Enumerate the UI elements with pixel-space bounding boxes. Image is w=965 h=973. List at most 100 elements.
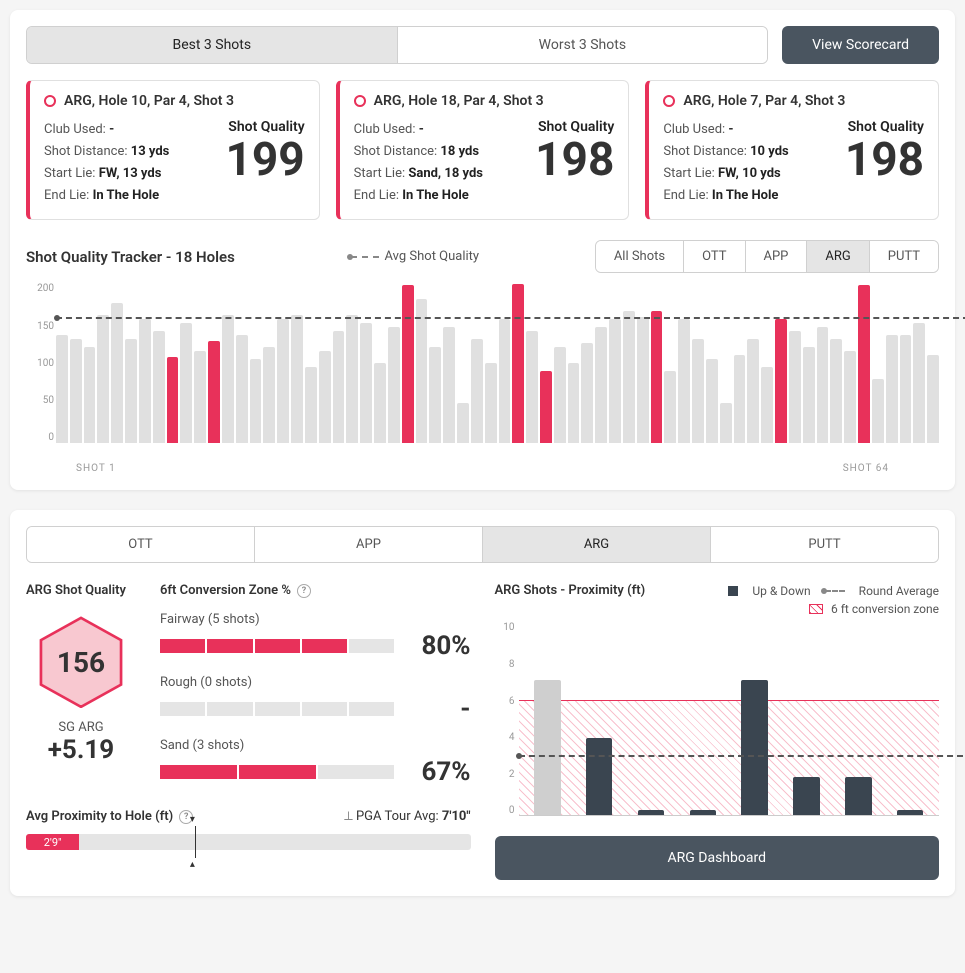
- tracker-bar[interactable]: [734, 355, 746, 443]
- tracker-bar[interactable]: [678, 319, 690, 443]
- proximity-bar-item[interactable]: [741, 680, 767, 815]
- tracker-bar[interactable]: [153, 331, 165, 443]
- tracker-bar[interactable]: [263, 347, 275, 443]
- tracker-bar[interactable]: [595, 327, 607, 443]
- help-icon[interactable]: ?: [297, 584, 311, 598]
- tracker-bar[interactable]: [747, 339, 759, 443]
- shot-quality-value: 198: [535, 135, 614, 186]
- shot-card[interactable]: ARG, Hole 18, Par 4, Shot 3 Club Used: -…: [336, 80, 630, 220]
- tracker-tab-putt[interactable]: PUTT: [869, 241, 938, 272]
- tracker-tab-ott[interactable]: OTT: [683, 241, 744, 272]
- tracker-bar[interactable]: [499, 319, 511, 443]
- tracker-bar[interactable]: [927, 355, 939, 443]
- tracker-bar[interactable]: [111, 303, 123, 443]
- tracker-bar[interactable]: [886, 335, 898, 443]
- tracker-bar[interactable]: [913, 323, 925, 443]
- shot-card[interactable]: ARG, Hole 7, Par 4, Shot 3 Club Used: - …: [645, 80, 939, 220]
- tracker-bar[interactable]: [222, 315, 234, 443]
- tracker-tab-all-shots[interactable]: All Shots: [596, 241, 683, 272]
- tracker-bar[interactable]: [277, 319, 289, 443]
- proximity-bar-item[interactable]: [638, 810, 664, 816]
- tracker-bar[interactable]: [429, 347, 441, 443]
- avg-shot-quality-legend: Avg Shot Quality: [351, 249, 480, 264]
- tracker-bar[interactable]: [250, 359, 262, 443]
- tracker-bar[interactable]: [706, 359, 718, 443]
- tracker-bar[interactable]: [236, 335, 248, 443]
- tracker-bar[interactable]: [346, 315, 358, 443]
- tracker-bar[interactable]: [125, 339, 137, 443]
- tracker-bar[interactable]: [56, 335, 68, 443]
- quality-hexagon: 156: [35, 616, 127, 708]
- shot-card[interactable]: ARG, Hole 10, Par 4, Shot 3 Club Used: -…: [26, 80, 320, 220]
- tracker-bar[interactable]: [167, 357, 179, 443]
- shot-cards-row: ARG, Hole 10, Par 4, Shot 3 Club Used: -…: [26, 80, 939, 220]
- segment-worst-3-shots[interactable]: Worst 3 Shots: [397, 27, 768, 63]
- tracker-bar[interactable]: [554, 347, 566, 443]
- proximity-bar-item[interactable]: [897, 810, 923, 816]
- tracker-bar[interactable]: [609, 319, 621, 443]
- tracker-bar[interactable]: [720, 403, 732, 443]
- conversion-bars: Fairway (5 shots) 80% Rough (0 shots) - …: [160, 612, 471, 801]
- category-tab-arg[interactable]: ARG: [482, 527, 710, 562]
- proximity-bar-item[interactable]: [534, 680, 560, 815]
- tracker-bar[interactable]: [97, 315, 109, 443]
- proximity-bar-item[interactable]: [690, 810, 716, 816]
- tracker-bar[interactable]: [319, 351, 331, 443]
- proximity-bar-item[interactable]: [845, 777, 871, 816]
- tracker-bar[interactable]: [305, 367, 317, 443]
- tracker-bar[interactable]: [637, 317, 649, 443]
- tracker-bar[interactable]: [471, 339, 483, 443]
- proximity-bar-item[interactable]: [793, 777, 819, 816]
- tracker-bar[interactable]: [485, 363, 497, 443]
- tracker-bar[interactable]: [84, 347, 96, 443]
- tracker-bar[interactable]: [900, 335, 912, 443]
- tracker-bar[interactable]: [70, 339, 82, 443]
- tracker-bar[interactable]: [360, 323, 372, 443]
- conversion-pct: -: [409, 694, 471, 724]
- tracker-bar[interactable]: [388, 327, 400, 443]
- proximity-bar-item[interactable]: [586, 738, 612, 815]
- tracker-bar[interactable]: [803, 347, 815, 443]
- tracker-bar[interactable]: [416, 299, 428, 443]
- conversion-label: Sand (3 shots): [160, 738, 471, 753]
- category-tab-putt[interactable]: PUTT: [710, 527, 938, 562]
- tracker-bar[interactable]: [844, 351, 856, 443]
- avg-proximity-label: Avg Proximity to Hole (ft) ?: [26, 809, 193, 824]
- category-tab-ott[interactable]: OTT: [27, 527, 254, 562]
- tracker-bar[interactable]: [817, 327, 829, 443]
- tracker-bar[interactable]: [581, 343, 593, 443]
- tracker-bar[interactable]: [457, 403, 469, 443]
- tracker-bar[interactable]: [333, 331, 345, 443]
- tracker-bar[interactable]: [512, 284, 524, 443]
- tracker-bar[interactable]: [664, 371, 676, 443]
- tracker-bar[interactable]: [139, 319, 151, 443]
- segment-best-3-shots[interactable]: Best 3 Shots: [27, 27, 397, 63]
- tracker-tab-app[interactable]: APP: [745, 241, 807, 272]
- tracker-bar[interactable]: [692, 339, 704, 443]
- tracker-bar[interactable]: [443, 327, 455, 443]
- tracker-bar[interactable]: [526, 331, 538, 443]
- tracker-bar[interactable]: [651, 311, 663, 443]
- shot-details: Club Used: - Shot Distance: 13 yds Start…: [44, 119, 169, 207]
- tracker-bar[interactable]: [208, 341, 220, 443]
- category-tabs: OTTAPPARGPUTT: [26, 526, 939, 563]
- tracker-bar[interactable]: [291, 315, 303, 443]
- tracker-bar[interactable]: [858, 285, 870, 443]
- view-scorecard-button[interactable]: View Scorecard: [782, 26, 939, 64]
- tracker-bar[interactable]: [180, 323, 192, 443]
- tracker-bar[interactable]: [775, 319, 787, 443]
- shot-card-title: ARG, Hole 18, Par 4, Shot 3: [374, 93, 544, 109]
- tracker-bar[interactable]: [872, 379, 884, 443]
- tracker-bar[interactable]: [830, 339, 842, 443]
- tracker-bar[interactable]: [789, 331, 801, 443]
- tracker-bar[interactable]: [761, 367, 773, 443]
- tracker-bar[interactable]: [402, 285, 414, 443]
- tracker-bar[interactable]: [540, 371, 552, 443]
- tracker-bar[interactable]: [568, 363, 580, 443]
- arg-dashboard-button[interactable]: ARG Dashboard: [495, 836, 940, 880]
- category-tab-app[interactable]: APP: [254, 527, 482, 562]
- tracker-bar[interactable]: [194, 351, 206, 443]
- tracker-bar[interactable]: [374, 363, 386, 443]
- tracker-bar[interactable]: [623, 311, 635, 443]
- tracker-tab-arg[interactable]: ARG: [806, 241, 868, 272]
